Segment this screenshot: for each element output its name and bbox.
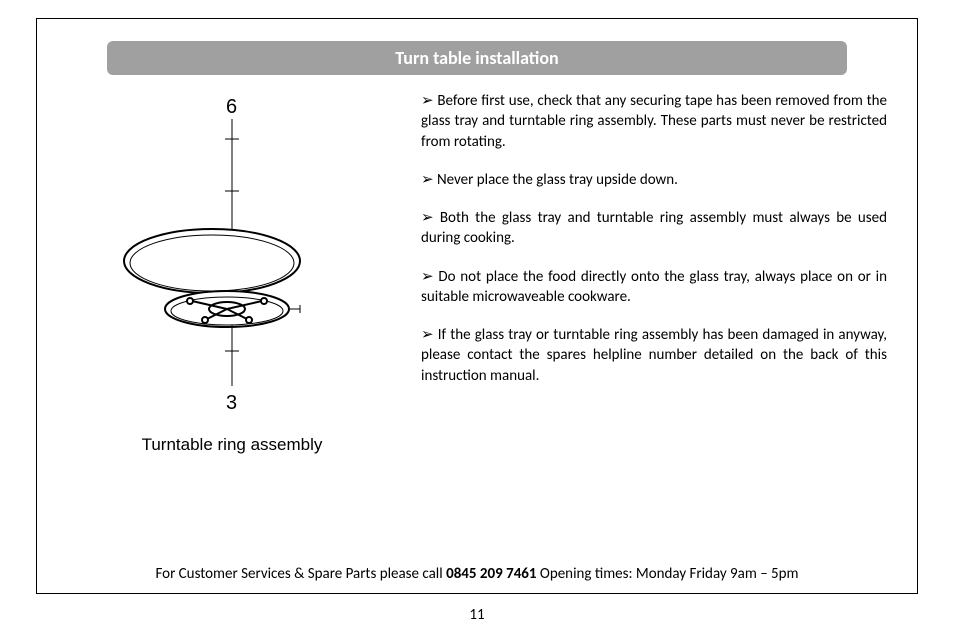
bullet-text: Do not place the food directly onto the … <box>421 268 887 306</box>
footer-line: For Customer Services & Spare Parts plea… <box>37 565 917 583</box>
footer-prefix: For Customer Services & Spare Parts plea… <box>155 565 446 583</box>
turntable-diagram: 6 <box>92 91 372 431</box>
bullet-item: ➢ Do not place the food directly onto th… <box>421 267 887 308</box>
bullet-arrow-icon: ➢ <box>421 171 434 188</box>
diagram-label-top: 6 <box>226 96 237 118</box>
footer-suffix: Opening times: Monday Friday 9am – 5pm <box>537 565 799 583</box>
footer-phone: 0845 209 7461 <box>446 565 536 583</box>
diagram-caption: Turntable ring assembly <box>142 435 323 455</box>
bullet-arrow-icon: ➢ <box>421 209 434 226</box>
content-area: 6 <box>67 91 887 455</box>
bullet-text: Both the glass tray and turntable ring a… <box>421 209 887 247</box>
bullet-item: ➢ Never place the glass tray upside down… <box>421 170 887 190</box>
page-number: 11 <box>0 606 954 624</box>
bullet-item: ➢ Before first use, check that any secur… <box>421 91 887 152</box>
bullet-arrow-icon: ➢ <box>421 326 434 343</box>
bullet-text: Before first use, check that any securin… <box>421 92 887 151</box>
instructions-column: ➢ Before first use, check that any secur… <box>421 91 887 455</box>
diagram-label-bottom: 3 <box>226 392 237 414</box>
diagram-column: 6 <box>67 91 397 455</box>
bullet-arrow-icon: ➢ <box>421 92 434 109</box>
bullet-text: If the glass tray or turntable ring asse… <box>421 326 887 385</box>
bullet-text: Never place the glass tray upside down. <box>437 171 678 189</box>
bullet-item: ➢ If the glass tray or turntable ring as… <box>421 325 887 386</box>
bullet-arrow-icon: ➢ <box>421 268 434 285</box>
bullet-item: ➢ Both the glass tray and turntable ring… <box>421 208 887 249</box>
section-title: Turn table installation <box>107 41 847 75</box>
page-border: Turn table installation 6 <box>36 18 918 594</box>
